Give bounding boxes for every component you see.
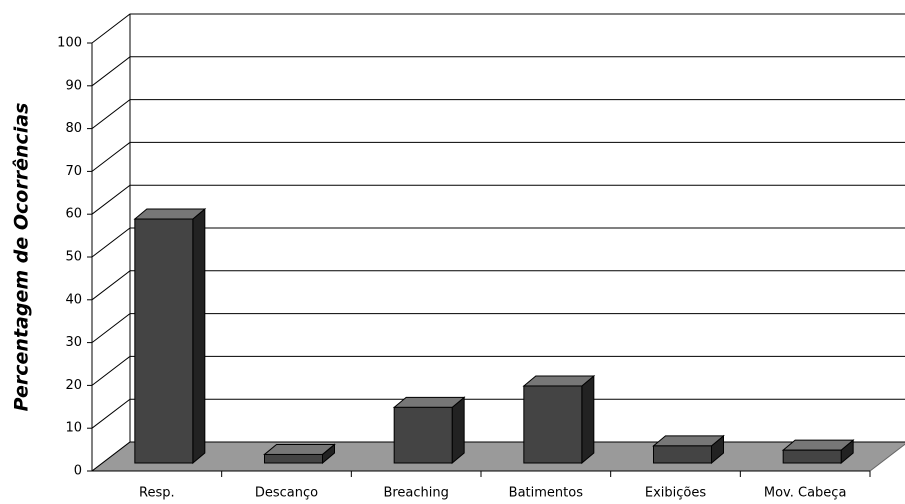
y-tick-label: 0 (74, 464, 82, 479)
y-tick-label: 50 (65, 250, 82, 265)
y-tick-label: 30 (65, 335, 82, 350)
x-tick-label: Batimentos (509, 486, 584, 501)
bar (781, 439, 855, 465)
y-tick-label: 20 (65, 378, 82, 393)
grid-line (91, 398, 905, 429)
y-tick-label: 10 (65, 421, 82, 436)
y-tick-label: 80 (65, 121, 82, 136)
bar (392, 396, 466, 465)
grid-line (91, 184, 905, 215)
y-tick-label: 60 (65, 207, 82, 222)
grid-line (91, 270, 905, 301)
x-tick-label: Resp. (139, 486, 175, 501)
y-tick-label: 90 (65, 78, 82, 93)
bar (133, 207, 207, 465)
grid-line (91, 227, 905, 258)
x-tick-label: Exibições (645, 486, 706, 501)
y-axis-title: Percentagem de Ocorrências (11, 103, 33, 412)
x-tick-label: Breaching (383, 486, 448, 501)
x-tick-label: Mov. Cabeça (764, 486, 847, 501)
grid-line (91, 99, 905, 129)
grid-line (91, 141, 905, 172)
grid-line (91, 355, 905, 386)
grid-line (91, 313, 905, 343)
bar (522, 374, 596, 465)
y-tick-label: 40 (65, 292, 82, 307)
bar (263, 443, 336, 465)
y-tick-label: 100 (57, 36, 82, 51)
grid-line (91, 13, 905, 44)
bar (652, 434, 725, 465)
x-tick-label: Descanço (255, 486, 318, 501)
grid-line (91, 441, 905, 472)
y-tick-label: 70 (65, 164, 82, 179)
grid-line (91, 56, 905, 87)
